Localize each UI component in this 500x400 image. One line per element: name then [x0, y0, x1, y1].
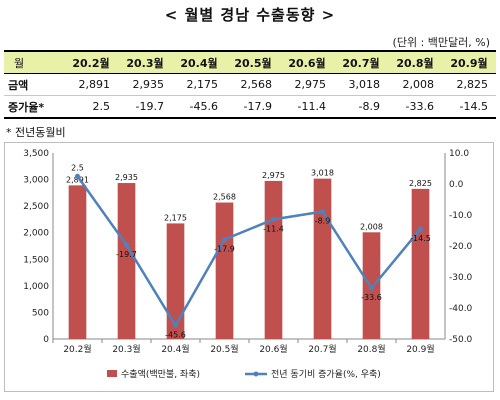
bar — [166, 223, 185, 339]
growth-value-label: -8.9 — [315, 217, 331, 226]
bar-value-label: 2,891 — [66, 175, 89, 184]
export-chart: 0 500 1,000 1,500 2,000 2,500 3,000 3,500 -50.0 -… — [23, 149, 473, 380]
table-header-cell: 20.5월 — [226, 50, 280, 74]
table-header-row: 월 20.2월 20.3월 20.4월 20.5월 20.6월 20.7월 20… — [4, 50, 496, 74]
growth-point — [222, 236, 227, 242]
growth-line — [76, 175, 422, 328]
legend-bar-label: 수출액(백만불, 좌축) — [121, 368, 200, 380]
left-tick-label: 0 — [43, 335, 49, 345]
chart-area: 0 500 1,000 1,500 2,000 2,500 3,000 3,500 -50.0 -… — [4, 142, 494, 392]
left-tick-label: 2,500 — [23, 202, 49, 212]
x-tick-label: 20.7월 — [308, 343, 336, 355]
bar — [215, 202, 234, 339]
table-cell: 2,175 — [172, 73, 226, 96]
export-table: 월 20.2월 20.3월 20.4월 20.5월 20.6월 20.7월 20… — [4, 50, 496, 119]
growth-point — [124, 242, 129, 248]
bar-value-label: 2,935 — [115, 173, 138, 182]
unit-note: (단위 : 백만달러, %) — [392, 36, 490, 49]
x-tick-label: 20.6월 — [259, 343, 287, 355]
bar-value-label: 2,975 — [262, 171, 285, 180]
table-header-cell: 20.2월 — [64, 50, 118, 74]
growth-value-label: -33.6 — [361, 293, 382, 302]
growth-point — [173, 322, 178, 328]
table-header-cell: 20.8월 — [388, 50, 442, 74]
table-cell: -14.5 — [442, 95, 496, 119]
table-cell: -19.7 — [118, 95, 172, 119]
growth-point — [320, 209, 325, 215]
legend-bar-swatch — [107, 370, 117, 377]
bar — [313, 178, 332, 339]
right-tick-label: -20.0 — [449, 242, 473, 252]
left-tick-label: 2,000 — [23, 229, 49, 239]
table-cell: 2,568 — [226, 73, 280, 96]
x-tick-label: 20.3월 — [112, 343, 140, 355]
table-header-cell: 20.7월 — [334, 50, 388, 74]
growth-value-label: -14.5 — [410, 234, 431, 243]
table-cell: 2,935 — [118, 73, 172, 96]
bar-value-label: 2,175 — [164, 213, 187, 222]
growth-point — [369, 285, 374, 291]
bar — [117, 183, 136, 339]
growth-value-label: -11.4 — [263, 224, 284, 233]
x-tick-label: 20.8월 — [357, 343, 385, 355]
table-cell: 2,825 — [442, 73, 496, 96]
right-tick-label: -30.0 — [449, 273, 473, 283]
growth-point — [75, 173, 80, 179]
right-tick-label: -10.0 — [449, 211, 473, 221]
page-title: < 월별 경남 수출동향 > — [164, 6, 336, 24]
x-tick-label: 20.5월 — [210, 343, 238, 355]
table-row-growth: 증가율* 2.5 -19.7 -45.6 -17.9 -11.4 -8.9 -3… — [4, 95, 496, 119]
left-tick-label: 3,500 — [23, 149, 49, 159]
bar — [68, 185, 87, 339]
x-tick-label: 20.4월 — [161, 343, 189, 355]
table-row-label: 금액 — [4, 73, 64, 96]
table-cell: -8.9 — [334, 95, 388, 119]
table-cell: -11.4 — [280, 95, 334, 119]
table-header-cell: 20.9월 — [442, 50, 496, 74]
bar — [411, 188, 430, 339]
table-row-label: 증가율* — [4, 95, 64, 119]
right-tick-label: 0.0 — [449, 180, 464, 190]
left-tick-label: 1,000 — [23, 282, 49, 292]
growth-value-label: -17.9 — [214, 244, 235, 253]
table-header-cell: 20.4월 — [172, 50, 226, 74]
table-cell: 2,975 — [280, 73, 334, 96]
growth-value-label: -45.6 — [165, 330, 186, 339]
table-cell: -45.6 — [172, 95, 226, 119]
table-header-cell: 20.3월 — [118, 50, 172, 74]
x-tick-label: 20.2월 — [63, 343, 91, 355]
table-header-month: 월 — [4, 50, 64, 74]
legend-line-marker — [253, 371, 259, 377]
table-cell: 2.5 — [64, 95, 118, 119]
right-tick-label: -50.0 — [449, 335, 473, 345]
bar — [362, 232, 381, 339]
left-tick-label: 500 — [32, 308, 49, 318]
table-cell: 2,008 — [388, 73, 442, 96]
right-tick-label: -40.0 — [449, 304, 473, 314]
bar-value-label: 3,018 — [311, 169, 334, 178]
growth-point — [418, 226, 423, 232]
table-header-cell: 20.6월 — [280, 50, 334, 74]
footnote: * 전년동월비 — [6, 126, 66, 139]
legend-line-label: 전년 동기비 증가율(%, 우축) — [271, 369, 381, 380]
right-tick-label: 10.0 — [449, 149, 469, 159]
table-cell: -17.9 — [226, 95, 280, 119]
table-cell: -33.6 — [388, 95, 442, 119]
bar-value-label: 2,568 — [213, 193, 236, 202]
growth-value-label: -19.7 — [116, 250, 137, 259]
growth-point — [271, 216, 276, 222]
left-tick-label: 1,500 — [23, 255, 49, 265]
growth-value-label: 2.5 — [71, 163, 84, 172]
table-row-amount: 금액 2,891 2,935 2,175 2,568 2,975 3,018 2… — [4, 73, 496, 96]
x-tick-label: 20.9월 — [406, 343, 434, 355]
bar — [264, 180, 283, 339]
bar-value-label: 2,008 — [360, 222, 383, 231]
table-cell: 3,018 — [334, 73, 388, 96]
table-cell: 2,891 — [64, 73, 118, 96]
left-tick-label: 3,000 — [23, 176, 49, 186]
bar-value-label: 2,825 — [409, 179, 432, 188]
